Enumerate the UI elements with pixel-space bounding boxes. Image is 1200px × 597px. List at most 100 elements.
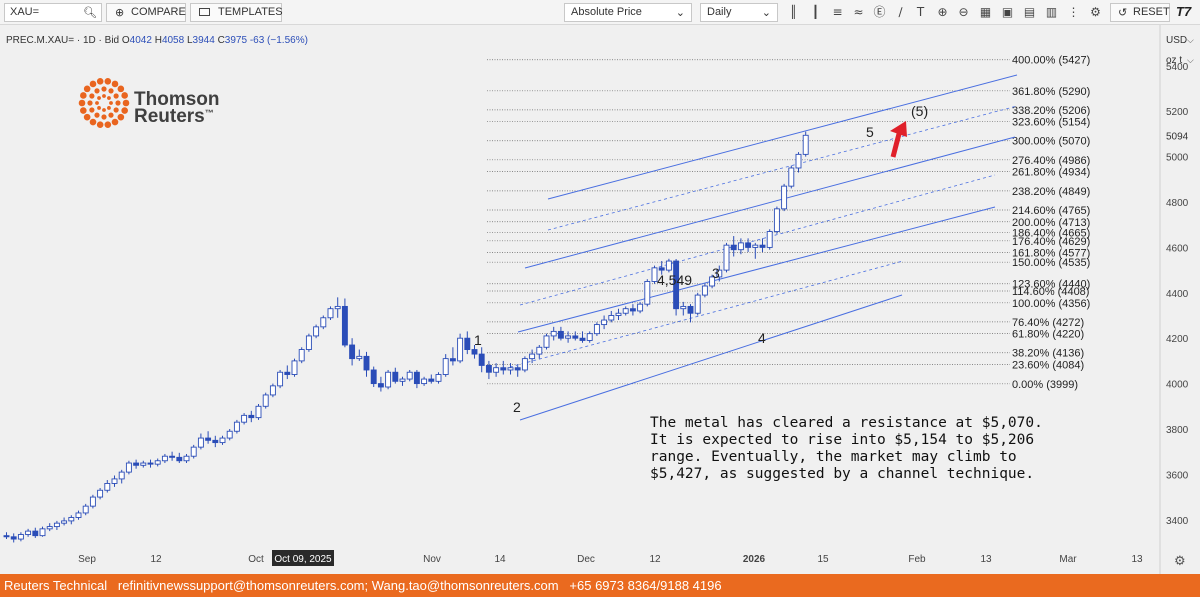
logo-dot [121, 107, 128, 114]
candle [248, 410, 255, 423]
gear-icon[interactable]: ⚙ [1090, 5, 1101, 19]
candle-body [356, 355, 363, 360]
candle-body [320, 317, 327, 328]
candle [406, 369, 413, 382]
channel-lines [509, 74, 1018, 421]
more-icon[interactable]: ⋮ [1067, 5, 1080, 19]
candle-body [255, 405, 262, 419]
candle [104, 480, 111, 493]
candle-body [694, 294, 701, 314]
candle [39, 526, 46, 537]
compare-button[interactable]: ⊕ COMPARE [106, 3, 186, 22]
export-icon[interactable]: ▤ [1023, 5, 1036, 19]
currency-select[interactable]: USD ⌵ [1166, 35, 1194, 46]
bars-icon[interactable]: ┃ [811, 5, 820, 19]
candle-body [111, 478, 118, 484]
channel-mid-line [519, 174, 996, 306]
candle-body [118, 471, 125, 480]
brand-line1: Thomson [134, 89, 220, 110]
text-icon[interactable]: T [916, 5, 925, 19]
candle-body [413, 371, 420, 385]
search-icon[interactable]: 🔍︎ [83, 6, 97, 19]
candle-body [457, 337, 464, 362]
candle [10, 533, 17, 543]
candle-body [298, 349, 305, 362]
commentary-line3: range. Eventually, the market may climb … [650, 449, 1017, 465]
candle [327, 306, 334, 321]
y-tick-label: 5200 [1166, 107, 1189, 118]
candle [53, 520, 60, 530]
unit-select[interactable]: oz t ⌵ [1166, 55, 1194, 66]
candle-body [536, 346, 543, 355]
logo-dot [89, 118, 97, 126]
candle [572, 331, 579, 341]
candle-body [485, 364, 492, 373]
candle [737, 238, 744, 255]
x-tick-label: Mar [1059, 554, 1077, 565]
candle-body [17, 534, 24, 540]
candle [197, 433, 204, 450]
x-tick-label: 13 [980, 554, 992, 565]
x-axis: Sep 12 Oct Oct 09, 2025 Nov 14 Dec 12 2026 15 Feb 1… [78, 550, 1143, 566]
candle-body [759, 244, 766, 248]
events-icon[interactable]: Ⓔ [873, 5, 886, 19]
candle [442, 354, 449, 377]
logo-dot [102, 108, 106, 112]
commentary: The metal has cleared a resistance at $5… [650, 415, 1043, 482]
chevron-down-icon: ⌵ [1187, 35, 1194, 45]
y-tick-label: 4400 [1166, 289, 1189, 300]
symbol-input[interactable]: XAU= 🔍︎ [4, 3, 102, 22]
logo-dot [122, 99, 130, 107]
candle [125, 460, 132, 475]
zoom-in-icon[interactable]: ⊕ [937, 5, 948, 19]
thomson-reuters-logo: Thomson Reuters™ [78, 78, 220, 128]
logo-dot [107, 96, 111, 100]
candle-body [39, 528, 46, 537]
candlestick-icon[interactable]: ║ [789, 5, 798, 19]
candle [701, 283, 708, 298]
candle [536, 345, 543, 359]
price-annotation: 4,549 [657, 272, 692, 288]
candle [75, 510, 82, 520]
interval-select[interactable]: Daily ⌄ [700, 3, 778, 22]
fib-label: 23.60% (4084) [1012, 360, 1084, 372]
candle-body [3, 535, 10, 538]
candle [457, 333, 464, 364]
axis-settings-icon[interactable]: ⚙ [1174, 554, 1186, 569]
candle [644, 279, 651, 307]
candle [550, 326, 557, 341]
candle [46, 523, 53, 532]
l-label: L [187, 35, 193, 46]
price-chart[interactable]: 400.00% (5427) 361.80% (5290) 338.20% (520… [0, 25, 1200, 574]
logo-dot [80, 92, 87, 99]
logo-dot [89, 80, 97, 88]
candle [514, 365, 521, 377]
candle-body [442, 358, 449, 375]
wave-icon[interactable]: ≈ [853, 5, 864, 19]
draw-icon[interactable]: ∕ [898, 5, 903, 19]
chart-settings-icon[interactable]: ▥ [1045, 5, 1058, 19]
table-icon[interactable]: ▦ [979, 5, 992, 19]
y-tick-label: 4200 [1166, 334, 1189, 345]
candle-body [147, 462, 154, 465]
app-logo: T7 [1176, 4, 1192, 19]
candle-body [377, 383, 384, 388]
candle [183, 453, 190, 464]
candle-body [82, 505, 89, 514]
save-icon[interactable]: ▣ [1001, 5, 1014, 19]
candle-body [471, 349, 478, 355]
candle-body [565, 335, 572, 339]
zoom-out-icon[interactable]: ⊖ [958, 5, 969, 19]
fib-label: 38.20% (4136) [1012, 348, 1084, 360]
lines-icon[interactable]: ≡ [832, 5, 843, 19]
templates-button[interactable]: TEMPLATES [190, 3, 283, 22]
last-price-label: 5094 [1166, 131, 1189, 142]
price-mode-select[interactable]: Absolute Price ⌄ [564, 3, 692, 22]
candle-body [658, 267, 665, 271]
reset-button[interactable]: ↺ RESET [1110, 3, 1170, 22]
candle-body [291, 360, 298, 375]
candle-body [529, 353, 536, 360]
candle [118, 469, 125, 484]
candle [629, 304, 636, 316]
fib-label: 186.40% (4665) [1012, 228, 1090, 240]
